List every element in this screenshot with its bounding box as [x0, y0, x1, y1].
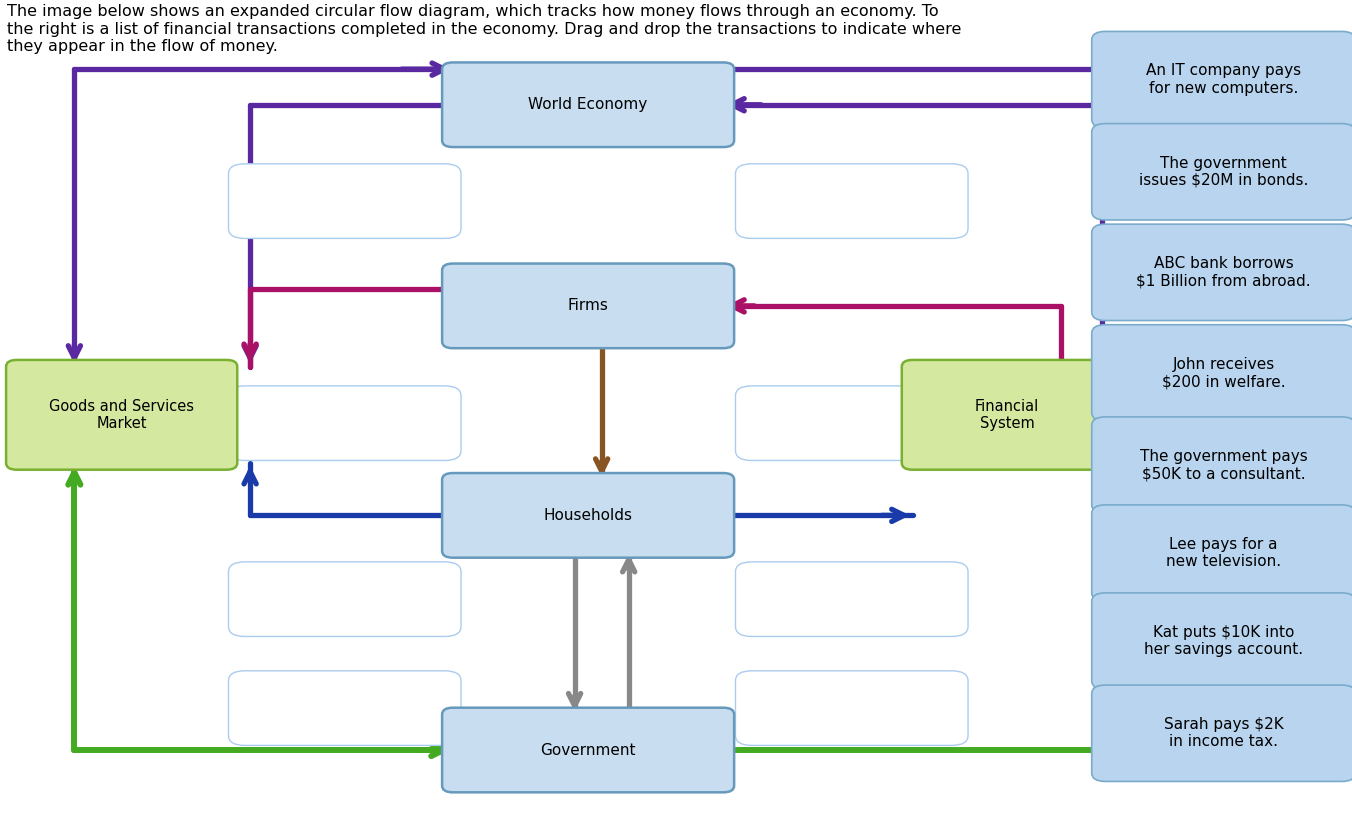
FancyBboxPatch shape: [1092, 324, 1352, 421]
Text: John receives
$200 in welfare.: John receives $200 in welfare.: [1161, 357, 1286, 389]
Text: Lee pays for a
new television.: Lee pays for a new television.: [1165, 537, 1282, 569]
Text: Households: Households: [544, 508, 633, 523]
FancyBboxPatch shape: [228, 164, 461, 239]
FancyBboxPatch shape: [442, 707, 734, 793]
FancyBboxPatch shape: [228, 562, 461, 637]
Text: Kat puts $10K into
her savings account.: Kat puts $10K into her savings account.: [1144, 625, 1303, 657]
Text: The government pays
$50K to a consultant.: The government pays $50K to a consultant…: [1140, 449, 1307, 481]
Text: Government: Government: [541, 742, 635, 758]
FancyBboxPatch shape: [735, 562, 968, 637]
Text: Sarah pays $2K
in income tax.: Sarah pays $2K in income tax.: [1164, 717, 1283, 749]
Text: The government
issues $20M in bonds.: The government issues $20M in bonds.: [1138, 156, 1309, 188]
FancyBboxPatch shape: [1092, 31, 1352, 127]
Text: Financial
System: Financial System: [975, 399, 1040, 431]
FancyBboxPatch shape: [735, 385, 968, 461]
FancyBboxPatch shape: [735, 670, 968, 746]
FancyBboxPatch shape: [442, 63, 734, 147]
FancyBboxPatch shape: [1092, 224, 1352, 320]
Text: ABC bank borrows
$1 Billion from abroad.: ABC bank borrows $1 Billion from abroad.: [1136, 256, 1311, 288]
FancyBboxPatch shape: [1092, 416, 1352, 513]
FancyBboxPatch shape: [228, 670, 461, 746]
Text: An IT company pays
for new computers.: An IT company pays for new computers.: [1146, 64, 1301, 96]
FancyBboxPatch shape: [735, 164, 968, 239]
FancyBboxPatch shape: [1092, 123, 1352, 220]
FancyBboxPatch shape: [5, 360, 238, 469]
Text: World Economy: World Economy: [529, 97, 648, 112]
Text: Goods and Services
Market: Goods and Services Market: [49, 399, 195, 431]
FancyBboxPatch shape: [902, 360, 1113, 469]
FancyBboxPatch shape: [442, 473, 734, 558]
FancyBboxPatch shape: [1092, 685, 1352, 781]
Text: The image below shows an expanded circular flow diagram, which tracks how money : The image below shows an expanded circul…: [7, 4, 961, 54]
FancyBboxPatch shape: [1092, 504, 1352, 602]
FancyBboxPatch shape: [442, 263, 734, 349]
Text: Firms: Firms: [568, 298, 608, 313]
FancyBboxPatch shape: [228, 385, 461, 461]
FancyBboxPatch shape: [1092, 593, 1352, 689]
